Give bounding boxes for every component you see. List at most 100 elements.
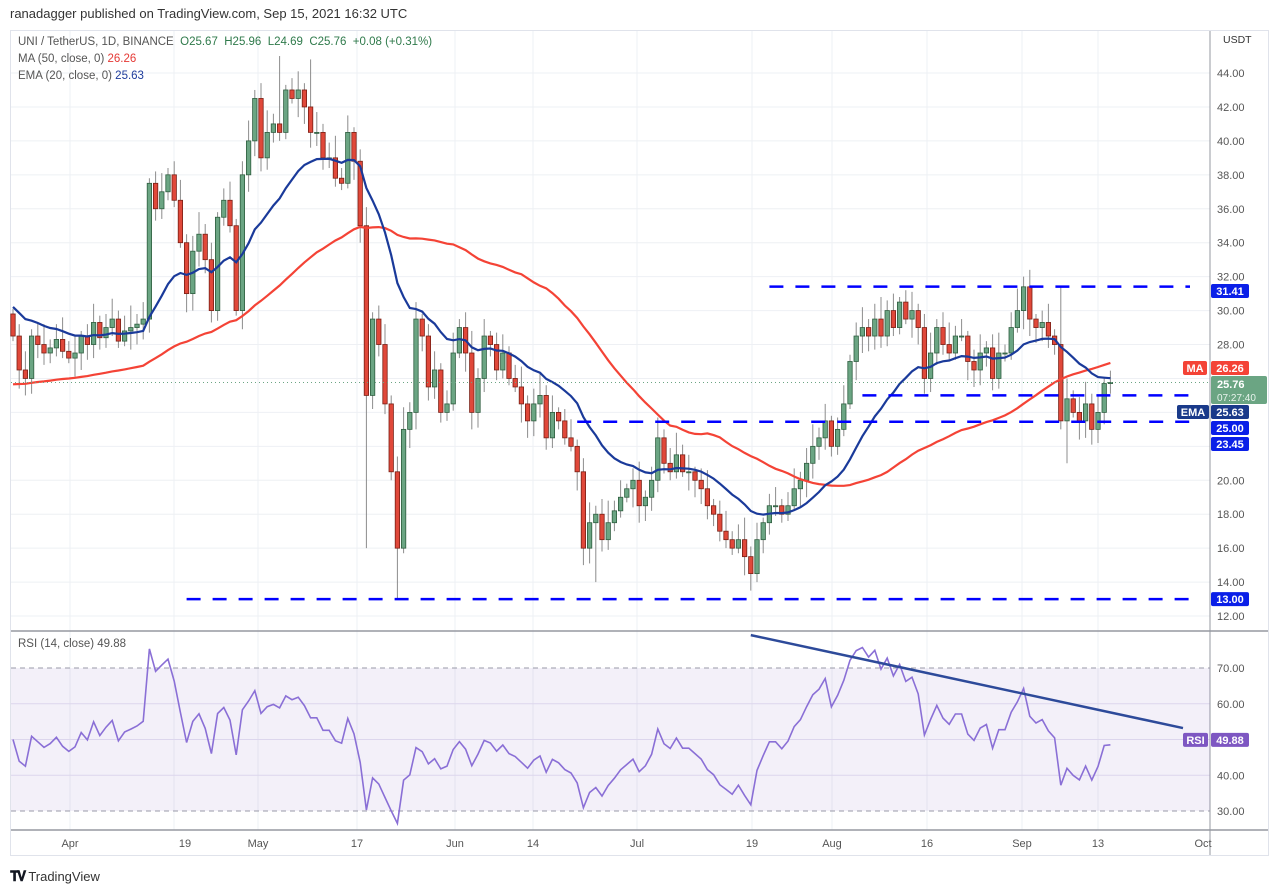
- level-3141-tag: 31.41: [1216, 286, 1244, 298]
- candle-down: [946, 344, 952, 354]
- rsi-price-tag-bg: [1211, 732, 1249, 747]
- candle-down: [60, 339, 66, 352]
- candle-down: [580, 471, 587, 549]
- candle-down: [878, 318, 884, 337]
- candle-down: [438, 369, 444, 413]
- footer: 𝐓𝐕 TradingView: [10, 868, 100, 885]
- candle-up: [295, 89, 301, 99]
- candle-down: [543, 395, 549, 439]
- candle-down: [940, 327, 946, 345]
- ma-label[interactable]: MA (50, close, 0): [18, 53, 105, 65]
- candle-up: [673, 454, 680, 473]
- candle-up: [618, 496, 624, 512]
- candle-down: [965, 335, 971, 362]
- candle-up: [785, 505, 791, 515]
- candle-down: [289, 89, 295, 99]
- candle-down: [493, 344, 500, 371]
- candle-up: [642, 496, 649, 507]
- candle-up: [909, 310, 915, 320]
- candle-up: [1039, 322, 1045, 328]
- candle-down: [227, 199, 233, 227]
- candle-down: [667, 462, 673, 473]
- bar-countdown: 07:27:40: [1217, 393, 1256, 404]
- price-tick-label: 32.00: [1217, 272, 1245, 284]
- candle-down: [301, 89, 308, 108]
- last-price-tag: 25.76: [1217, 379, 1245, 391]
- rsi-price-tag: 49.88: [1216, 735, 1244, 747]
- candle-up: [270, 123, 277, 133]
- ema-tag-bg: [1177, 405, 1209, 419]
- candle-up: [630, 479, 636, 490]
- rsi-trendline[interactable]: [750, 633, 1184, 730]
- candle-down: [276, 123, 283, 133]
- candle-down: [506, 352, 512, 379]
- price-tick-label: 20.00: [1217, 475, 1245, 487]
- candle-down: [41, 344, 47, 354]
- ema-value: 25.63: [115, 70, 144, 82]
- candle-up: [952, 335, 959, 354]
- candle-down: [680, 454, 686, 473]
- candle-down: [1033, 318, 1039, 328]
- time-tick-label: Oct: [1194, 838, 1211, 850]
- candle-up: [934, 327, 940, 354]
- candle-up: [78, 335, 84, 354]
- candle-up: [407, 411, 413, 430]
- candle-down: [574, 445, 580, 473]
- price-tick-label: 18.00: [1217, 509, 1245, 521]
- rsi-tick-label: 60.00: [1217, 699, 1245, 711]
- candle-up: [996, 352, 1002, 379]
- candle-up: [72, 352, 78, 359]
- low-value: L24.69: [267, 36, 303, 48]
- candle-down: [10, 313, 16, 337]
- candle-down: [35, 335, 41, 345]
- candle-down: [66, 350, 72, 359]
- rsi-tick-label: 70.00: [1217, 663, 1245, 675]
- candle-down: [16, 335, 22, 371]
- candle-down: [525, 403, 531, 422]
- price-tick-label: 42.00: [1217, 102, 1245, 114]
- ema-label[interactable]: EMA (20, close, 0): [18, 70, 112, 82]
- price-tick-label: 34.00: [1217, 238, 1245, 250]
- candle-down: [518, 386, 525, 405]
- candle-up: [897, 301, 903, 328]
- time-tick-label: Sep: [1012, 838, 1032, 850]
- ema-price-tag: 25.63: [1216, 407, 1244, 419]
- candle-up: [500, 352, 506, 371]
- candle-up: [791, 488, 797, 507]
- symbol-label[interactable]: UNI / TetherUS, 1D, BINANCE: [18, 36, 174, 48]
- price-tick-label: 14.00: [1217, 577, 1245, 589]
- candle-up: [128, 327, 134, 332]
- candle-up: [797, 479, 804, 490]
- candle-down: [717, 513, 723, 532]
- candle-up: [884, 310, 890, 337]
- candle-down: [915, 310, 921, 328]
- chart-frame[interactable]: [10, 30, 1269, 856]
- candle-up: [1064, 398, 1070, 422]
- time-tick-label: Aug: [822, 838, 842, 850]
- rsi-tick-label: 30.00: [1217, 806, 1245, 818]
- candle-up: [655, 437, 661, 481]
- candle-down: [711, 505, 717, 515]
- ma-tag-bg: [1183, 361, 1207, 375]
- close-value: C25.76: [309, 36, 347, 48]
- rsi-label[interactable]: RSI (14, close): [18, 638, 95, 650]
- candle-up: [475, 378, 481, 413]
- candle-down: [382, 344, 388, 405]
- publish-info: ranadagger published on TradingView.com,…: [10, 6, 408, 21]
- candle-down: [177, 199, 183, 244]
- candle-up: [431, 369, 438, 388]
- candle-down: [568, 437, 574, 447]
- candle-up: [159, 191, 165, 210]
- currency-label[interactable]: USDT: [1223, 34, 1252, 46]
- chart-legend: UNI / TetherUS, 1D, BINANCE O25.67 H25.9…: [18, 34, 432, 85]
- candle-up: [146, 182, 152, 320]
- candle-up: [221, 199, 227, 218]
- level-25-tag: 25.00: [1216, 423, 1244, 435]
- candle-down: [828, 420, 835, 447]
- candle-up: [28, 335, 35, 379]
- candle-up: [804, 462, 810, 481]
- price-tick-label: 12.00: [1217, 611, 1245, 623]
- change-value: +0.08 (+0.31%): [352, 36, 433, 48]
- open-value: O25.67: [180, 36, 218, 48]
